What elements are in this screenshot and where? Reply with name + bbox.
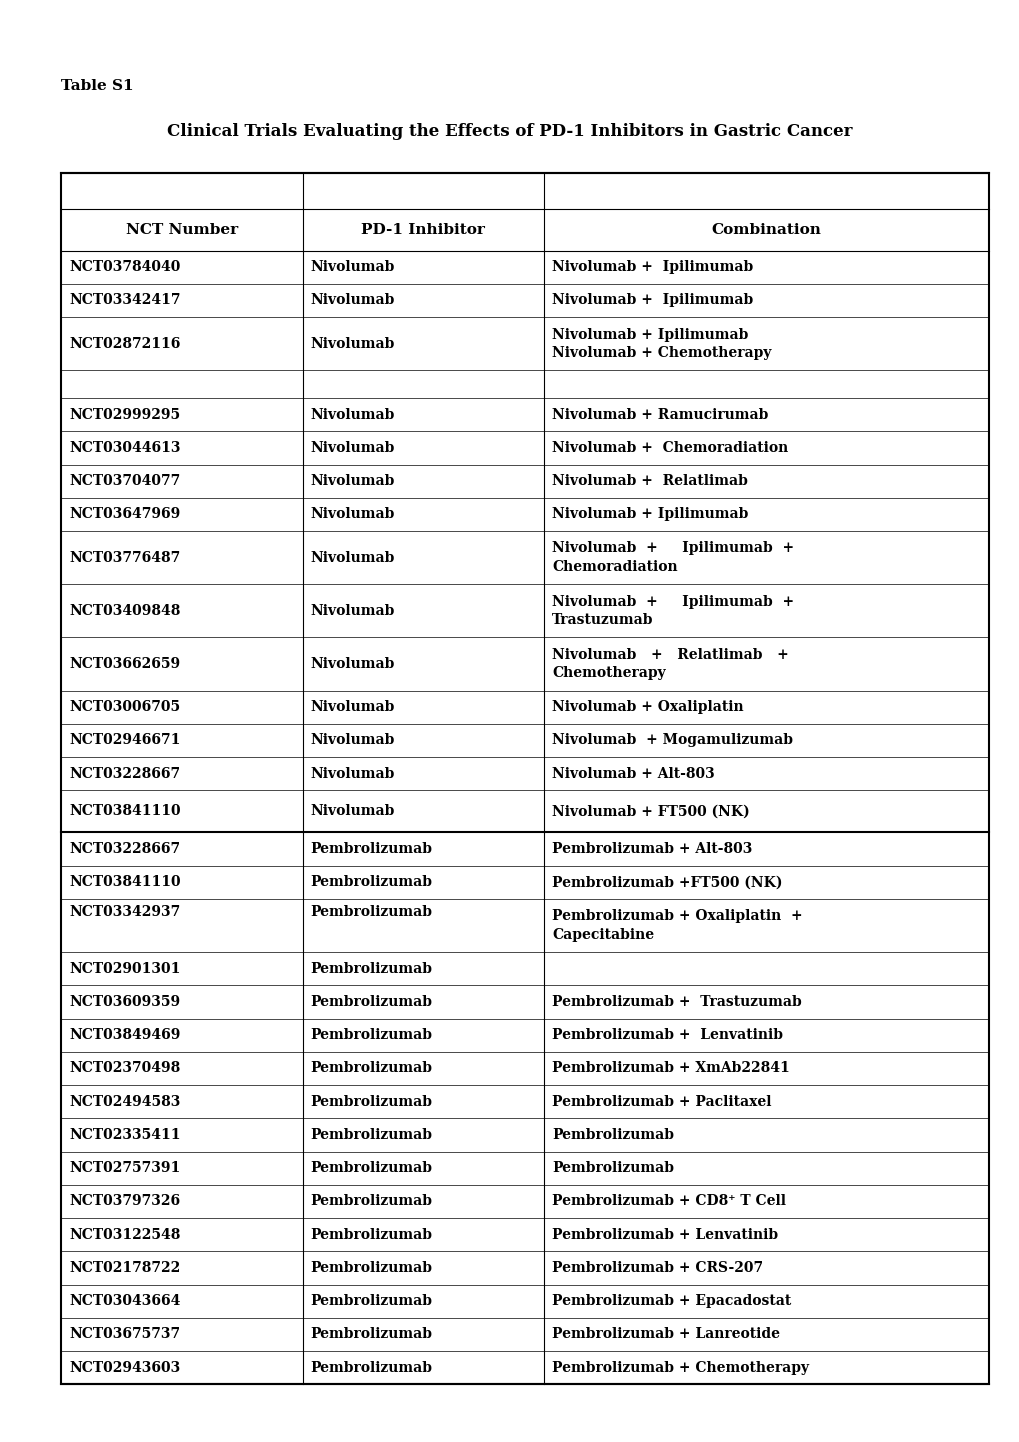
Text: Nivolumab: Nivolumab bbox=[311, 734, 394, 747]
Text: NCT03044613: NCT03044613 bbox=[69, 441, 180, 454]
Text: Nivolumab + Ipilimumab
Nivolumab + Chemotherapy: Nivolumab + Ipilimumab Nivolumab + Chemo… bbox=[551, 327, 770, 360]
Text: NCT03662659: NCT03662659 bbox=[69, 658, 180, 671]
Text: Pembrolizumab: Pembrolizumab bbox=[311, 962, 432, 976]
Text: NCT02901301: NCT02901301 bbox=[69, 962, 180, 976]
Text: Pembrolizumab + CD8⁺ T Cell: Pembrolizumab + CD8⁺ T Cell bbox=[551, 1194, 786, 1208]
Text: NCT03342417: NCT03342417 bbox=[69, 294, 180, 307]
Text: Nivolumab: Nivolumab bbox=[311, 294, 394, 307]
Text: Pembrolizumab + Epacadostat: Pembrolizumab + Epacadostat bbox=[551, 1295, 791, 1308]
Text: NCT03006705: NCT03006705 bbox=[69, 701, 180, 714]
Text: Nivolumab: Nivolumab bbox=[311, 604, 394, 617]
Text: NCT02946671: NCT02946671 bbox=[69, 734, 180, 747]
Text: Nivolumab: Nivolumab bbox=[311, 767, 394, 780]
Text: Nivolumab + Ramucirumab: Nivolumab + Ramucirumab bbox=[551, 408, 767, 421]
Text: NCT02178722: NCT02178722 bbox=[69, 1260, 180, 1275]
Text: Pembrolizumab: Pembrolizumab bbox=[311, 875, 432, 890]
Text: NCT02370498: NCT02370498 bbox=[69, 1061, 180, 1076]
Text: NCT02335411: NCT02335411 bbox=[69, 1128, 180, 1142]
Text: NCT02872116: NCT02872116 bbox=[69, 336, 180, 350]
Text: Pembrolizumab: Pembrolizumab bbox=[311, 1295, 432, 1308]
Text: Nivolumab  + Mogamulizumab: Nivolumab + Mogamulizumab bbox=[551, 734, 792, 747]
Text: Pembrolizumab: Pembrolizumab bbox=[311, 1328, 432, 1341]
Text: NCT03704077: NCT03704077 bbox=[69, 474, 180, 489]
Text: NCT03776487: NCT03776487 bbox=[69, 551, 180, 565]
Bar bbox=[61, 173, 988, 1384]
Text: NCT03797326: NCT03797326 bbox=[69, 1194, 180, 1208]
Text: NCT03228667: NCT03228667 bbox=[69, 767, 180, 780]
Text: Pembrolizumab: Pembrolizumab bbox=[311, 1361, 432, 1374]
Text: NCT03342937: NCT03342937 bbox=[69, 906, 180, 919]
Text: Nivolumab: Nivolumab bbox=[311, 805, 394, 819]
Text: Combination: Combination bbox=[711, 222, 820, 236]
Text: Pembrolizumab +  Lenvatinib: Pembrolizumab + Lenvatinib bbox=[551, 1028, 783, 1043]
Text: Nivolumab +  Ipilimumab: Nivolumab + Ipilimumab bbox=[551, 260, 753, 274]
Text: Pembrolizumab: Pembrolizumab bbox=[311, 1128, 432, 1142]
Text: Pembrolizumab: Pembrolizumab bbox=[311, 842, 432, 857]
Text: Pembrolizumab: Pembrolizumab bbox=[551, 1128, 674, 1142]
Text: Nivolumab +  Chemoradiation: Nivolumab + Chemoradiation bbox=[551, 441, 788, 454]
Text: Nivolumab + FT500 (NK): Nivolumab + FT500 (NK) bbox=[551, 805, 749, 819]
Text: Pembrolizumab: Pembrolizumab bbox=[311, 906, 432, 919]
Text: NCT03841110: NCT03841110 bbox=[69, 805, 180, 819]
Text: Pembrolizumab + XmAb22841: Pembrolizumab + XmAb22841 bbox=[551, 1061, 789, 1076]
Text: Nivolumab: Nivolumab bbox=[311, 474, 394, 489]
Text: Nivolumab +  Ipilimumab: Nivolumab + Ipilimumab bbox=[551, 294, 753, 307]
Text: NCT03122548: NCT03122548 bbox=[69, 1227, 180, 1242]
Text: Pembrolizumab: Pembrolizumab bbox=[311, 1161, 432, 1175]
Text: Pembrolizumab: Pembrolizumab bbox=[311, 1194, 432, 1208]
Text: Pembrolizumab + Lenvatinib: Pembrolizumab + Lenvatinib bbox=[551, 1227, 777, 1242]
Text: Pembrolizumab: Pembrolizumab bbox=[311, 995, 432, 1009]
Text: Pembrolizumab + Paclitaxel: Pembrolizumab + Paclitaxel bbox=[551, 1094, 770, 1109]
Text: NCT02757391: NCT02757391 bbox=[69, 1161, 180, 1175]
Text: Pembrolizumab: Pembrolizumab bbox=[311, 1061, 432, 1076]
Text: Nivolumab: Nivolumab bbox=[311, 260, 394, 274]
Text: Table S1: Table S1 bbox=[61, 79, 133, 94]
Text: Nivolumab: Nivolumab bbox=[311, 551, 394, 565]
Text: Pembrolizumab: Pembrolizumab bbox=[551, 1161, 674, 1175]
Text: Nivolumab + Alt-803: Nivolumab + Alt-803 bbox=[551, 767, 714, 780]
Text: Pembrolizumab: Pembrolizumab bbox=[311, 1094, 432, 1109]
Text: Pembrolizumab + Oxaliplatin  +
Capecitabine: Pembrolizumab + Oxaliplatin + Capecitabi… bbox=[551, 910, 802, 942]
Text: Nivolumab: Nivolumab bbox=[311, 508, 394, 522]
Text: Nivolumab  +     Ipilimumab  +
Chemoradiation: Nivolumab + Ipilimumab + Chemoradiation bbox=[551, 541, 794, 574]
Text: NCT02494583: NCT02494583 bbox=[69, 1094, 180, 1109]
Text: NCT02943603: NCT02943603 bbox=[69, 1361, 180, 1374]
Text: Pembrolizumab: Pembrolizumab bbox=[311, 1028, 432, 1043]
Text: NCT02999295: NCT02999295 bbox=[69, 408, 180, 421]
Text: NCT03228667: NCT03228667 bbox=[69, 842, 180, 857]
Text: NCT03647969: NCT03647969 bbox=[69, 508, 180, 522]
Text: Nivolumab +  Relatlimab: Nivolumab + Relatlimab bbox=[551, 474, 747, 489]
Text: NCT03784040: NCT03784040 bbox=[69, 260, 180, 274]
Text: Pembrolizumab + Chemotherapy: Pembrolizumab + Chemotherapy bbox=[551, 1361, 808, 1374]
Text: Pembrolizumab + Alt-803: Pembrolizumab + Alt-803 bbox=[551, 842, 752, 857]
Text: Pembrolizumab: Pembrolizumab bbox=[311, 1260, 432, 1275]
Text: NCT03409848: NCT03409848 bbox=[69, 604, 180, 617]
Text: Pembrolizumab + CRS-207: Pembrolizumab + CRS-207 bbox=[551, 1260, 762, 1275]
Text: PD-1 Inhibitor: PD-1 Inhibitor bbox=[361, 222, 485, 236]
Text: NCT Number: NCT Number bbox=[125, 222, 237, 236]
Text: Nivolumab: Nivolumab bbox=[311, 441, 394, 454]
Text: Nivolumab: Nivolumab bbox=[311, 336, 394, 350]
Text: NCT03841110: NCT03841110 bbox=[69, 875, 180, 890]
Text: NCT03043664: NCT03043664 bbox=[69, 1295, 180, 1308]
Text: NCT03675737: NCT03675737 bbox=[69, 1328, 180, 1341]
Text: Pembrolizumab + Lanreotide: Pembrolizumab + Lanreotide bbox=[551, 1328, 780, 1341]
Text: Nivolumab + Oxaliplatin: Nivolumab + Oxaliplatin bbox=[551, 701, 743, 714]
Text: NCT03609359: NCT03609359 bbox=[69, 995, 180, 1009]
Text: Nivolumab: Nivolumab bbox=[311, 701, 394, 714]
Text: Pembrolizumab +  Trastuzumab: Pembrolizumab + Trastuzumab bbox=[551, 995, 801, 1009]
Text: Nivolumab  +     Ipilimumab  +
Trastuzumab: Nivolumab + Ipilimumab + Trastuzumab bbox=[551, 594, 794, 627]
Text: Nivolumab: Nivolumab bbox=[311, 658, 394, 671]
Text: Pembrolizumab +FT500 (NK): Pembrolizumab +FT500 (NK) bbox=[551, 875, 782, 890]
Text: Nivolumab   +   Relatlimab   +
Chemotherapy: Nivolumab + Relatlimab + Chemotherapy bbox=[551, 647, 788, 681]
Text: Nivolumab + Ipilimumab: Nivolumab + Ipilimumab bbox=[551, 508, 748, 522]
Text: Clinical Trials Evaluating the Effects of PD-1 Inhibitors in Gastric Cancer: Clinical Trials Evaluating the Effects o… bbox=[167, 123, 852, 140]
Text: Nivolumab: Nivolumab bbox=[311, 408, 394, 421]
Text: NCT03849469: NCT03849469 bbox=[69, 1028, 180, 1043]
Text: Pembrolizumab: Pembrolizumab bbox=[311, 1227, 432, 1242]
